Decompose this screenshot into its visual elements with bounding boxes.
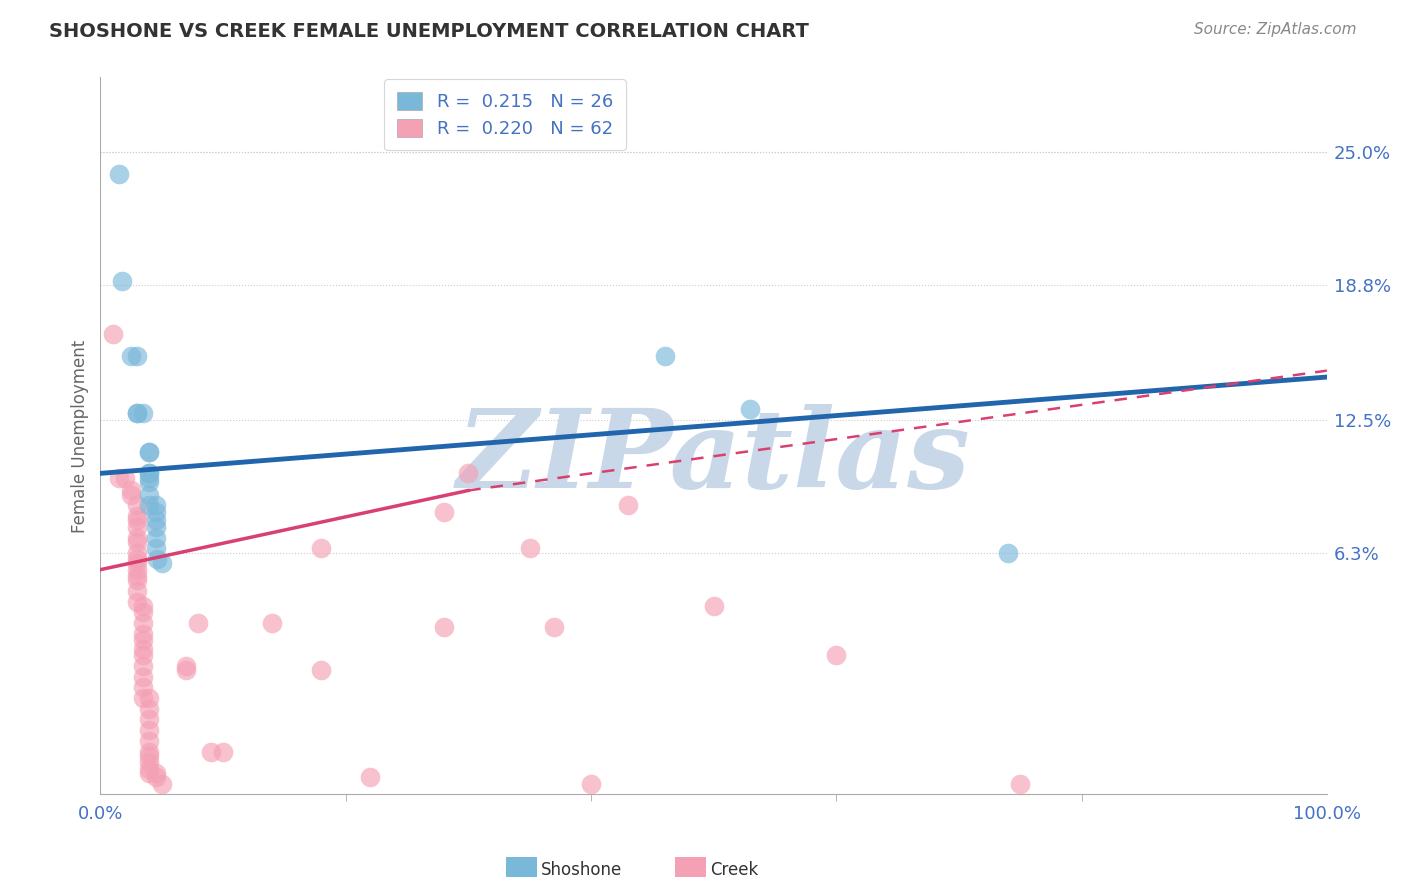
Point [997, 545, 1019, 559]
Point [127, 509, 149, 524]
Point [579, 777, 602, 791]
Point [107, 167, 129, 181]
Legend: R =  0.215   N = 26, R =  0.220   N = 62: R = 0.215 N = 26, R = 0.220 N = 62 [384, 79, 626, 151]
Point [127, 545, 149, 559]
Point [127, 569, 149, 583]
Point [138, 445, 160, 459]
Point [132, 616, 155, 631]
Point [138, 499, 160, 513]
Text: SHOSHONE VS CREEK FEMALE UNEMPLOYMENT CORRELATION CHART: SHOSHONE VS CREEK FEMALE UNEMPLOYMENT CO… [49, 22, 808, 41]
Point [145, 770, 167, 784]
Point [138, 691, 160, 706]
Point [127, 499, 149, 513]
Point [138, 745, 160, 759]
Point [138, 445, 160, 459]
Point [138, 756, 160, 770]
Point [120, 488, 142, 502]
Point [132, 633, 155, 648]
Point [132, 627, 155, 641]
Point [212, 745, 235, 759]
Point [616, 499, 638, 513]
Point [138, 467, 160, 481]
Point [127, 406, 149, 420]
Point [127, 574, 149, 588]
Point [114, 470, 136, 484]
Point [138, 762, 160, 776]
Point [132, 648, 155, 663]
Point [145, 766, 167, 780]
Point [138, 475, 160, 489]
Point [132, 691, 155, 706]
Point [132, 599, 155, 613]
Point [132, 641, 155, 656]
Point [132, 606, 155, 620]
Point [138, 766, 160, 780]
Point [120, 483, 142, 498]
Point [132, 681, 155, 695]
Point [132, 670, 155, 684]
Point [138, 734, 160, 748]
Point [703, 599, 725, 613]
Point [127, 520, 149, 534]
Point [127, 349, 149, 363]
Point [138, 713, 160, 727]
Point [309, 541, 332, 556]
Point [107, 470, 129, 484]
Point [127, 595, 149, 609]
Point [127, 513, 149, 527]
Point [138, 748, 160, 763]
Point [138, 467, 160, 481]
Point [145, 531, 167, 545]
Point [145, 520, 167, 534]
Point [174, 663, 197, 677]
Point [127, 534, 149, 549]
Point [150, 777, 173, 791]
Point [260, 616, 283, 631]
Point [740, 402, 762, 417]
Point [174, 659, 197, 673]
Point [127, 556, 149, 570]
Point [101, 327, 124, 342]
Point [543, 620, 565, 634]
Point [127, 406, 149, 420]
Point [127, 531, 149, 545]
Point [138, 470, 160, 484]
Point [359, 770, 381, 784]
Text: Source: ZipAtlas.com: Source: ZipAtlas.com [1194, 22, 1357, 37]
Point [433, 620, 456, 634]
Point [111, 274, 134, 288]
Point [127, 584, 149, 599]
Point [825, 648, 848, 663]
Point [433, 505, 456, 519]
Point [200, 745, 222, 759]
Text: Creek: Creek [710, 861, 758, 879]
Point [127, 552, 149, 566]
Point [187, 616, 209, 631]
Y-axis label: Female Unemployment: Female Unemployment [72, 339, 89, 533]
Point [132, 406, 155, 420]
Point [150, 556, 173, 570]
Point [457, 467, 479, 481]
Point [138, 702, 160, 716]
Point [654, 349, 676, 363]
Point [1010, 777, 1032, 791]
Point [145, 552, 167, 566]
Point [145, 505, 167, 519]
Point [127, 563, 149, 577]
Text: Shoshone: Shoshone [541, 861, 623, 879]
Point [145, 499, 167, 513]
Point [145, 541, 167, 556]
Point [120, 349, 142, 363]
Point [138, 488, 160, 502]
Point [519, 541, 541, 556]
Point [145, 513, 167, 527]
Text: ZIPatlas: ZIPatlas [457, 404, 970, 511]
Point [309, 663, 332, 677]
Point [132, 659, 155, 673]
Point [138, 723, 160, 738]
